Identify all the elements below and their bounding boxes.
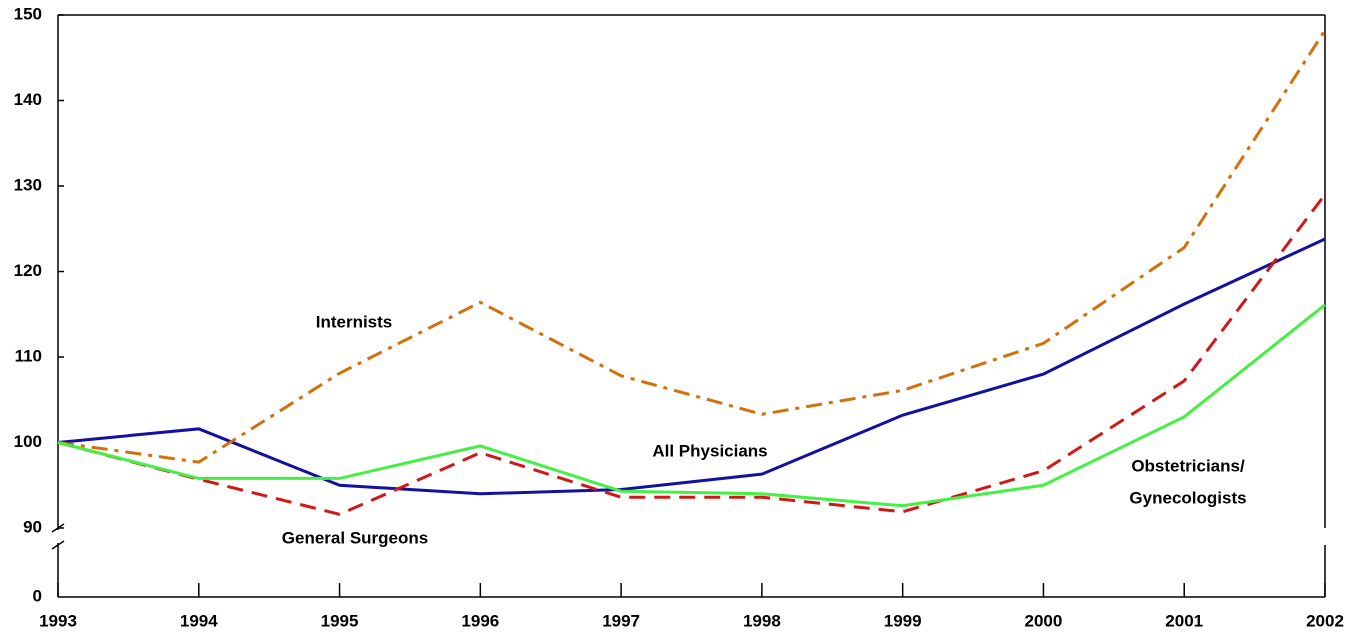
x-tick-label: 2000 <box>1025 611 1063 630</box>
series-label: Gynecologists <box>1129 488 1246 507</box>
x-tick-label: 1999 <box>884 611 922 630</box>
axis-break <box>51 540 65 550</box>
y-tick-label: 90 <box>23 517 42 536</box>
x-tick-label: 2001 <box>1165 611 1203 630</box>
series-line <box>57 303 1326 508</box>
x-tick-label: 1994 <box>180 611 218 630</box>
series-line <box>57 237 1326 496</box>
y-tick-label: 140 <box>14 90 42 109</box>
y-tick-label: 130 <box>14 175 42 194</box>
x-tick-label: 1998 <box>743 611 781 630</box>
series-line <box>57 29 1327 464</box>
y-tick-label: 110 <box>15 346 42 365</box>
x-tick-label: 1993 <box>39 611 77 630</box>
series-line <box>57 193 1327 516</box>
y-tick-label: 150 <box>14 4 42 23</box>
series-label: Internists <box>316 312 393 331</box>
series-label: Obstetricians/ <box>1131 456 1245 475</box>
series-label: General Surgeons <box>282 528 428 547</box>
x-tick-label: 1996 <box>461 611 499 630</box>
x-tick-label: 1997 <box>602 611 640 630</box>
x-tick-label: 2002 <box>1306 611 1344 630</box>
y-tick-label: 100 <box>14 432 42 451</box>
series-label: All Physicians <box>652 441 767 460</box>
y-tick-label: 120 <box>14 261 42 280</box>
x-tick-label: 1995 <box>321 611 359 630</box>
y-tick-label: 0 <box>33 586 42 605</box>
